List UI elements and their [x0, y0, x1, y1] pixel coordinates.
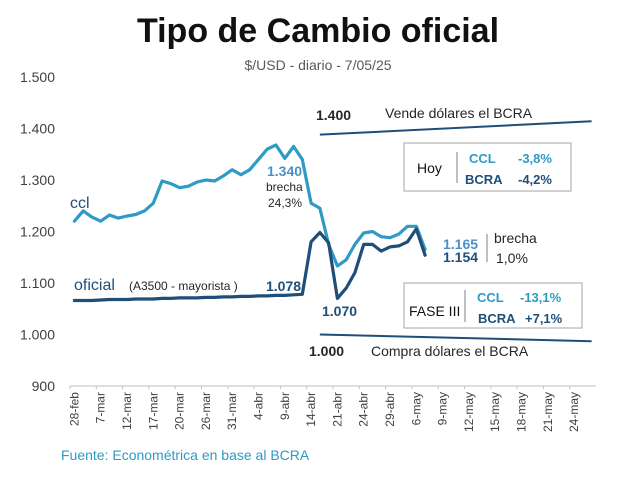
brecha-peak-value: 24,3%: [268, 196, 302, 210]
lower-band-value: 1.000: [309, 343, 344, 359]
brecha-last-title: brecha: [494, 230, 537, 246]
oficial-note: (A3500 - mayorista ): [129, 279, 238, 293]
y-tick-label: 1.400: [20, 121, 55, 137]
x-tick-label: 21-abr: [330, 392, 344, 427]
hoy-row1-value: -3,8%: [518, 151, 552, 166]
x-tick-label: 18-may: [514, 392, 528, 432]
x-tick-label: 4-abr: [251, 392, 265, 420]
series-lines: [72, 143, 427, 303]
lower-band-line: [319, 333, 592, 343]
oficial-series-line: [72, 227, 427, 303]
y-tick-label: 1.100: [20, 275, 55, 291]
fase-row1-name: CCL: [477, 290, 504, 305]
y-tick-label: 1.300: [20, 172, 55, 188]
hoy-box-label: Hoy: [417, 160, 442, 176]
brecha-peak-title: brecha: [266, 180, 303, 194]
ccl-last-label: 1.165: [443, 236, 478, 252]
x-tick-label: 24-abr: [357, 392, 371, 427]
x-tick-label: 6-may: [409, 392, 423, 425]
x-tick-label: 7-mar: [94, 392, 108, 423]
hoy-row1-name: CCL: [469, 151, 496, 166]
chart-title: Tipo de Cambio oficial: [137, 12, 499, 50]
x-tick-label: 12-mar: [120, 392, 134, 430]
x-tick-label: 9-may: [436, 392, 450, 425]
upper-band-text: Vende dólares el BCRA: [385, 105, 533, 121]
oficial-pre-label: 1.078: [266, 278, 301, 294]
hoy-box: Hoy CCL -3,8% BCRA -4,2%: [403, 142, 572, 192]
x-tick-label: 20-mar: [173, 392, 187, 430]
x-tick-label: 14-abr: [304, 392, 318, 427]
x-tick-label: 9-abr: [278, 392, 292, 420]
x-tick-label: 29-abr: [383, 392, 397, 427]
x-axis: 28-feb 7-mar 12-mar 17-mar 20-mar 26-mar 31-ma…: [67, 386, 581, 432]
ccl-peak-label: 1.340: [267, 163, 302, 179]
oficial-series-label: oficial: [74, 277, 115, 294]
chart-subtitle: $/USD - diario - 7/05/25: [244, 57, 391, 73]
fase-row2-value: +7,1%: [525, 311, 563, 326]
upper-band-value: 1.400: [316, 107, 351, 123]
x-tick-label: 28-feb: [67, 392, 81, 426]
x-tick-label: 26-mar: [199, 392, 213, 430]
ccl-series-line: [72, 143, 427, 268]
x-tick-label: 17-mar: [146, 392, 160, 430]
oficial-min-label: 1.070: [322, 303, 357, 319]
brecha-last-value: 1,0%: [496, 250, 528, 266]
lower-band-text: Compra dólares el BCRA: [371, 343, 529, 359]
hoy-row2-value: -4,2%: [518, 172, 552, 187]
x-tick-label: 21-may: [541, 392, 555, 432]
y-tick-label: 1.200: [20, 224, 55, 240]
fase-box: FASE III CCL -13,1% BCRA +7,1%: [403, 282, 583, 329]
source-note: Fuente: Econométrica en base al BCRA: [61, 447, 310, 463]
y-tick-label: 1.000: [20, 327, 55, 343]
x-tick-label: 12-may: [462, 392, 476, 432]
x-tick-label: 15-may: [488, 392, 502, 432]
fase-row1-value: -13,1%: [520, 290, 562, 305]
y-axis: 1.500 1.400 1.300 1.200 1.100 1.000 900: [20, 69, 55, 394]
oficial-last-label: 1.154: [443, 249, 478, 265]
upper-band-line: [319, 120, 592, 136]
y-tick-label: 900: [32, 378, 56, 394]
fase-row2-name: BCRA: [478, 311, 516, 326]
intervention-band: [319, 120, 592, 343]
ccl-series-label: ccl: [70, 195, 90, 212]
hoy-row2-name: BCRA: [465, 172, 503, 187]
x-tick-label: 24-may: [567, 392, 581, 432]
y-tick-label: 1.500: [20, 69, 55, 85]
x-tick-label: 31-mar: [225, 392, 239, 430]
fase-box-label: FASE III: [409, 303, 460, 319]
